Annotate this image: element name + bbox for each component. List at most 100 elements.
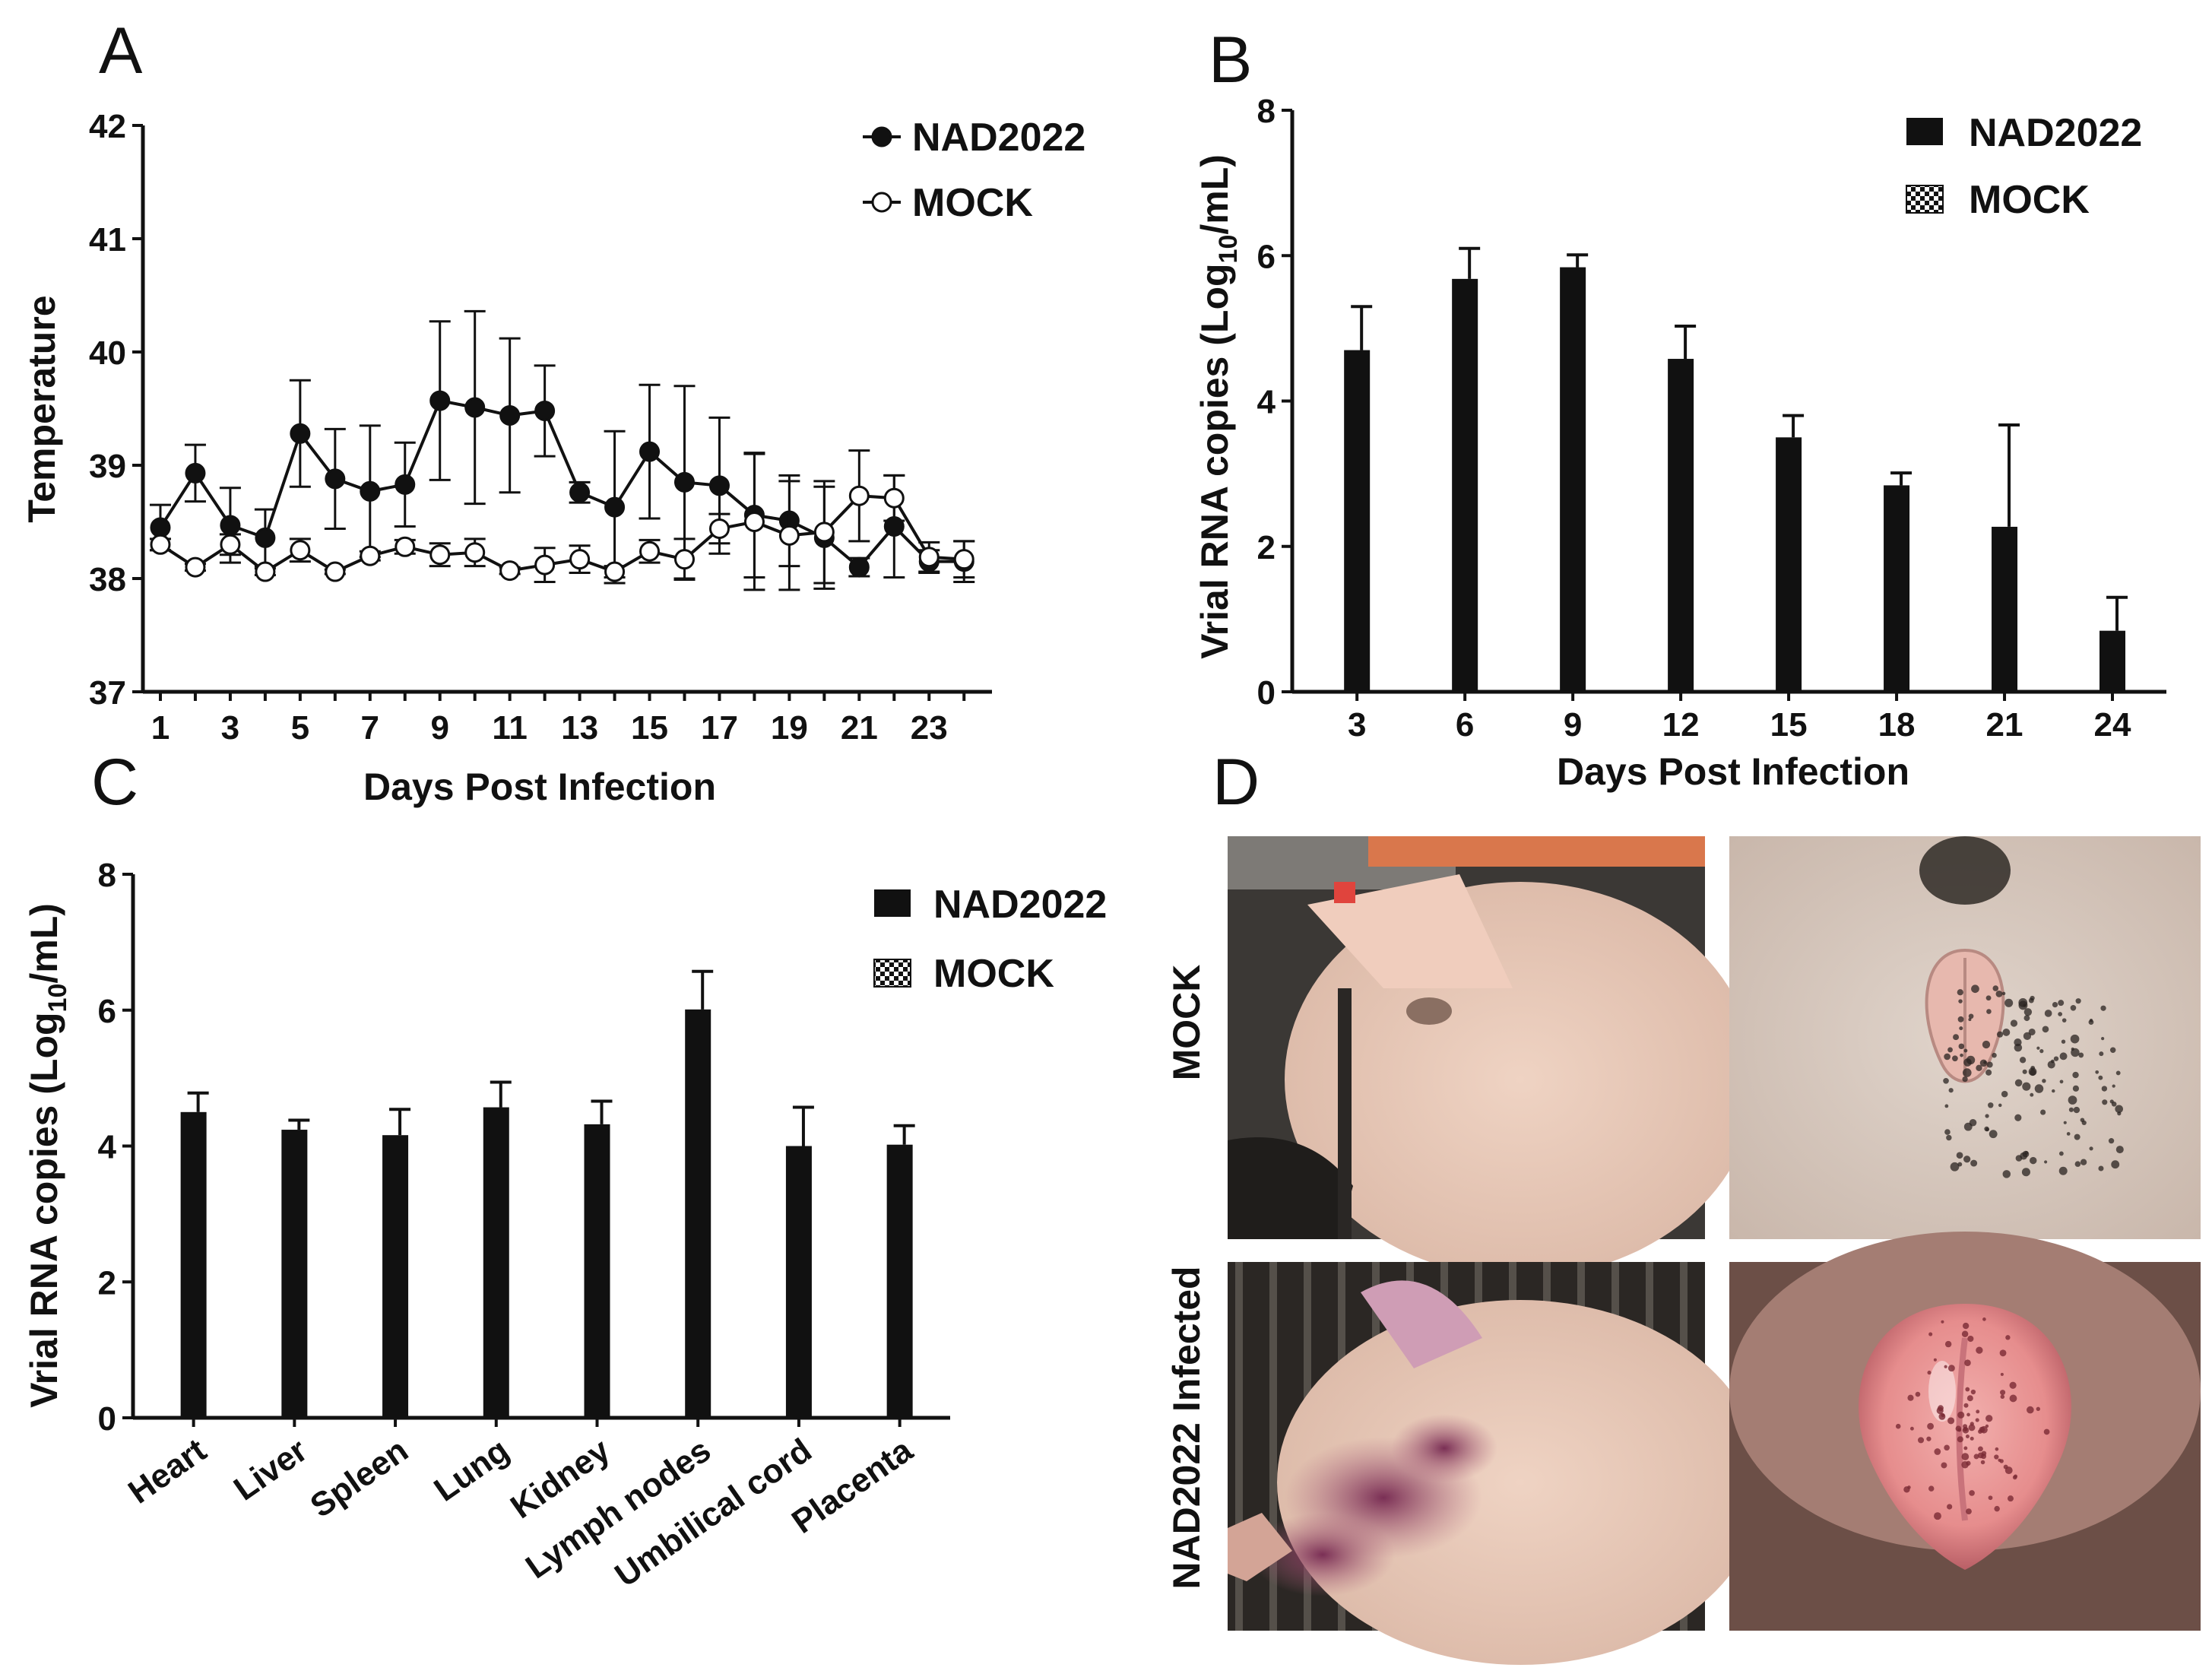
petechia: [1941, 1320, 1944, 1324]
legend-c-nad2022-label: NAD2022: [933, 883, 1107, 927]
speck: [1976, 1064, 1982, 1072]
legend-nad2022-marker: [871, 126, 892, 147]
petechia: [1961, 1460, 1969, 1469]
speck: [2018, 997, 2028, 1007]
chart-b-legend: NAD2022 MOCK: [1906, 111, 2142, 222]
chart-b-x-tick-label: 18: [1878, 706, 1916, 743]
photo-row-label-mock: MOCK: [1165, 965, 1208, 1081]
chart-a-point: [569, 482, 591, 503]
chart-c-bar: [685, 1009, 711, 1418]
speck: [2059, 1080, 2064, 1084]
speck: [1986, 1061, 1993, 1068]
petechia: [1903, 1486, 1910, 1493]
speck: [2115, 1070, 2121, 1076]
petechia: [2000, 1390, 2006, 1396]
petechia: [1973, 1454, 1979, 1460]
speck: [1943, 1077, 1949, 1084]
petechia: [1941, 1462, 1947, 1469]
chart-b-bar: [1776, 437, 1802, 692]
speck: [1957, 1162, 1963, 1167]
chart-c-y-tick-label: 8: [98, 857, 116, 894]
chart-c-bar: [180, 1111, 207, 1418]
chart-a-y-tick-label: 37: [89, 674, 126, 712]
petechia: [1968, 1424, 1976, 1431]
chart-a-point: [569, 549, 591, 570]
chart-a-x-axis-title: Days Post Infection: [363, 766, 716, 808]
chart-c-x-tick-label: Spleen: [304, 1431, 415, 1525]
speck: [1960, 1053, 1963, 1057]
chart-a-point: [743, 512, 765, 532]
speck: [1968, 1013, 1974, 1019]
speck: [2001, 1090, 2008, 1098]
petechia: [1999, 1349, 2007, 1357]
petechia: [1975, 1418, 1979, 1422]
chart-a-point: [395, 536, 416, 557]
speck: [2102, 1099, 2108, 1105]
chart-a-x-tick-label: 17: [701, 709, 738, 747]
chart-a-point: [499, 560, 521, 582]
speck: [2080, 1118, 2085, 1123]
chart-a-x-tick-label: 9: [430, 709, 448, 747]
speck: [1968, 1018, 1972, 1022]
petechia: [1961, 1330, 1969, 1337]
petechia: [2012, 1475, 2017, 1480]
petechia: [1947, 1365, 1955, 1372]
speck: [2014, 1114, 2022, 1121]
speck: [2023, 1008, 2033, 1016]
chart-c-y-tick-label: 6: [98, 993, 116, 1030]
speck: [1982, 1040, 1991, 1049]
chart-c-bar: [382, 1135, 409, 1418]
speck: [2044, 1010, 2052, 1017]
speck: [1963, 1048, 1968, 1053]
chart-c-bar: [785, 1146, 812, 1418]
petechia: [1977, 1452, 1984, 1459]
speck: [2075, 998, 2081, 1004]
speck: [1959, 1026, 1963, 1031]
petechia: [1965, 1387, 1970, 1392]
chart-a-point: [883, 487, 905, 509]
speck: [2015, 1155, 2023, 1162]
chart-b-x-tick-label: 24: [2094, 706, 2131, 743]
chart-c-bar: [584, 1124, 610, 1418]
chart-a-legend: NAD2022 MOCK: [863, 116, 1085, 225]
petechia: [1980, 1425, 1988, 1434]
speck: [2030, 1156, 2037, 1165]
speck: [2034, 1084, 2044, 1093]
petechia: [2007, 1495, 2014, 1502]
photo-infected-vulva: [1729, 1232, 2201, 1631]
chart-a-point: [639, 541, 661, 562]
panel-letter-d: D: [1212, 746, 1260, 819]
speck: [2053, 1056, 2059, 1061]
petechia: [1965, 1434, 1970, 1438]
speck: [2080, 1159, 2087, 1165]
petechia: [1967, 1335, 1974, 1343]
speck: [2101, 1086, 2108, 1092]
chart-a-x-tick-label: 21: [841, 709, 878, 747]
legend-nad2022-label: NAD2022: [912, 116, 1085, 160]
chart-b-y-tick-label: 4: [1257, 384, 1276, 421]
chart-a-point: [673, 471, 695, 493]
chart-a-point: [255, 527, 276, 548]
legend-b-mock-label: MOCK: [1969, 178, 2090, 222]
speck: [2024, 1150, 2029, 1155]
chart-b-y-tick-label: 6: [1257, 238, 1276, 275]
petechia: [1927, 1422, 1934, 1430]
speck: [2023, 1015, 2030, 1022]
chart-a-y-tick-label: 38: [89, 561, 126, 598]
chart-a-point: [534, 554, 556, 575]
speck: [2058, 1000, 2065, 1007]
chart-a-point: [464, 542, 486, 563]
speck: [2111, 1160, 2120, 1169]
chart-a-point: [778, 525, 800, 546]
speck: [1996, 1031, 2004, 1038]
chart-a-x-ticks: 1 3 5 7 9 11 13 15 17 19 21 23: [151, 692, 966, 747]
petechia: [1907, 1394, 1914, 1401]
chart-a-x-tick-label: 19: [771, 709, 808, 747]
chart-b-x-tick-label: 9: [1564, 706, 1582, 743]
speck: [2061, 1039, 2066, 1044]
petechia: [2009, 1394, 2017, 1403]
chart-c-ylabel-sub: 10: [43, 984, 72, 1013]
petechia: [1961, 1453, 1970, 1460]
